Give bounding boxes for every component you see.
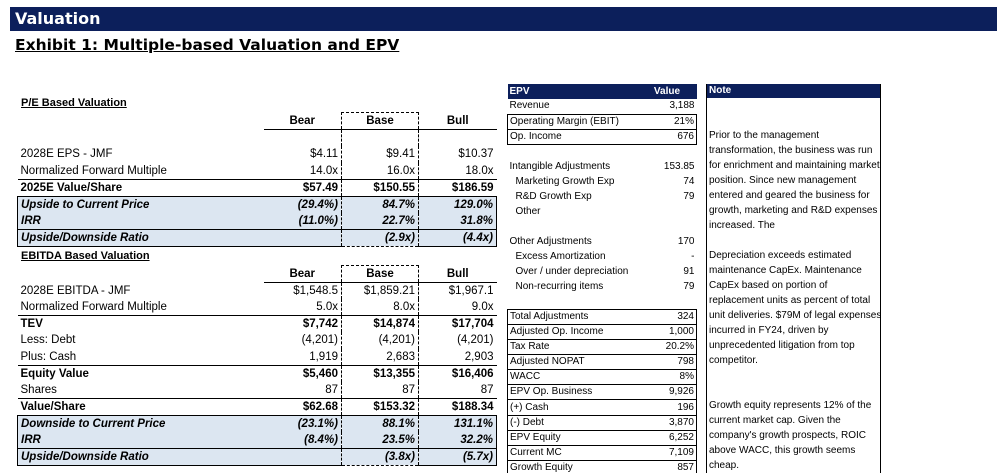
table-row — [508, 219, 697, 234]
column-header-base: Base — [341, 112, 419, 130]
table-row: Upside/Downside Ratio (2.9x) (4.4x) — [17, 228, 497, 247]
column-header-bull: Bull — [418, 265, 497, 283]
table-row — [508, 144, 697, 159]
table-row: IRR (11.0%) 22.7% 31.8% — [17, 212, 497, 229]
table-row: Excess Amortization - — [515, 251, 695, 263]
table-row: TEV $7,742 $14,874 $17,704 — [17, 315, 497, 332]
ebitda-section-title: EBITDA Based Valuation — [21, 250, 150, 262]
table-row: Over / under depreciation 91 — [515, 266, 695, 278]
table-row: Growth Equity 857 — [507, 459, 697, 473]
table-header-row: Bear Base Bull — [18, 265, 497, 283]
table-row: Revenue 3,188 — [509, 100, 695, 112]
column-header-bear: Bear — [263, 265, 342, 283]
table-row: 2028E EPS - JMF $4.11 $9.41 $10.37 — [18, 146, 497, 163]
epv-header-label: EPV — [507, 84, 638, 100]
table-row: Tax Rate 20.2% — [507, 339, 697, 355]
table-row: Other — [515, 205, 541, 217]
note-paragraph-intangibles: Prior to the management transformation, … — [709, 130, 880, 231]
note-panel: Note Prior to the management transformat… — [706, 84, 881, 473]
table-row: Adjusted Op. Income 1,000 — [507, 324, 697, 340]
note-paragraph-growth-equity: Growth equity represents 12% of the curr… — [709, 400, 872, 471]
table-row: Value/Share $62.68 $153.32 $188.34 — [17, 397, 497, 415]
table-row: WACC 8% — [507, 369, 697, 385]
table-row — [508, 295, 697, 310]
table-row: 2025E Value/Share $57.49 $150.55 $186.59 — [17, 178, 497, 196]
note-paragraph-depreciation: Depreciation exceeds estimated maintenan… — [709, 250, 882, 366]
table-row: (-) Debt 3,870 — [507, 414, 697, 431]
table-row: R&D Growth Exp 79 — [515, 190, 695, 202]
column-header-base: Base — [341, 265, 419, 283]
table-row: Plus: Cash 1,919 2,683 2,903 — [18, 348, 497, 365]
column-header-bull: Bull — [418, 112, 497, 130]
table-row: Upside/Downside Ratio (3.8x) (5.7x) — [17, 447, 497, 466]
table-row: EPV Equity 6,252 — [507, 429, 697, 446]
table-row: Marketing Growth Exp 74 — [515, 175, 695, 187]
table-row: Less: Debt (4,201) (4,201) (4,201) — [18, 332, 497, 349]
table-row: Equity Value $5,460 $13,355 $16,406 — [17, 364, 497, 382]
table-row: Normalized Forward Multiple 5.0x 8.0x 9.… — [18, 299, 497, 316]
table-row: Shares 87 87 87 — [18, 381, 497, 398]
table-row: Total Adjustments 324 — [507, 309, 697, 325]
epv-header-row: EPV Value — [507, 84, 697, 100]
table-row: Other Adjustments 170 — [509, 235, 695, 247]
note-header: Note — [707, 84, 880, 98]
epv-table: EPV Value Revenue 3,188 Operating Margin … — [507, 84, 697, 473]
table-row: IRR (8.4%) 23.5% 32.2% — [17, 431, 497, 448]
table-row: Intangible Adjustments 153.85 — [509, 160, 695, 172]
exhibit-title: Exhibit 1: Multiple-based Valuation and … — [15, 36, 400, 54]
table-row: (+) Cash 196 — [507, 399, 697, 416]
table-row: Upside to Current Price (29.4%) 84.7% 12… — [17, 195, 497, 213]
epv-header-value: Value — [637, 84, 697, 100]
table-row: Downside to Current Price (23.1%) 88.1% … — [17, 414, 497, 432]
pe-section-title: P/E Based Valuation — [21, 97, 127, 109]
table-row — [18, 129, 497, 146]
ebitda-valuation-table: Bear Base Bull 2028E EBITDA - JMF $1,548… — [17, 265, 497, 466]
table-row: Operating Margin (EBIT) 21% — [507, 113, 697, 130]
page-title-bar: Valuation — [10, 7, 997, 31]
table-row: Op. Income 676 — [507, 128, 697, 145]
table-row: Normalized Forward Multiple 14.0x 16.0x … — [18, 162, 497, 179]
page-title: Valuation — [15, 9, 101, 28]
table-row: Adjusted NOPAT 798 — [507, 354, 697, 370]
table-row: EPV Op. Business 9,926 — [507, 384, 697, 400]
table-row: 2028E EBITDA - JMF $1,548.5 $1,859.21 $1… — [18, 282, 497, 299]
table-row: Current MC 7,109 — [507, 444, 697, 461]
table-row: Non-recurring items 79 — [515, 281, 695, 293]
pe-valuation-table: Bear Base Bull 2028E EPS - JMF $4.11 $9.… — [17, 112, 497, 247]
column-header-bear: Bear — [263, 112, 342, 130]
table-header-row: Bear Base Bull — [18, 112, 497, 130]
